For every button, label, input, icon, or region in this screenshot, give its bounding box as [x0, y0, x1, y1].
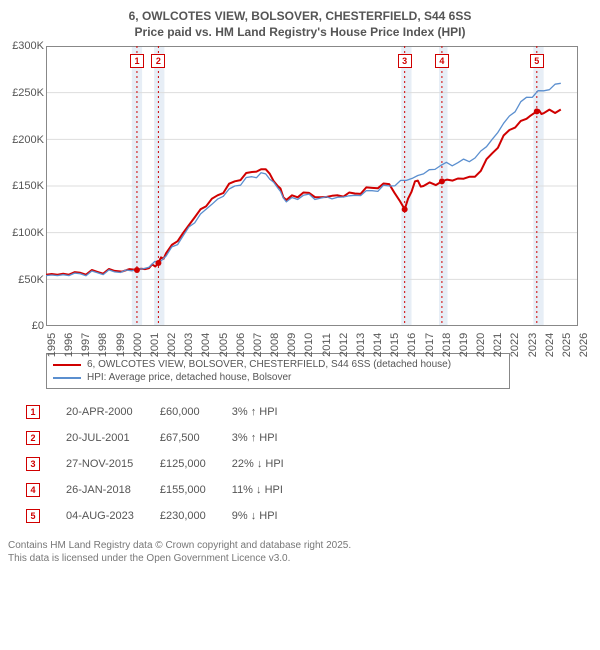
x-tick-label: 1996 — [63, 333, 75, 357]
sale-date: 26-JAN-2018 — [58, 477, 152, 503]
y-tick-label: £150K — [12, 180, 44, 192]
chart-title-line1: 6, OWLCOTES VIEW, BOLSOVER, CHESTERFIELD… — [8, 8, 592, 24]
sale-price: £155,000 — [152, 477, 224, 503]
sale-pct: 9% ↓ HPI — [224, 503, 302, 529]
x-tick-label: 2001 — [149, 333, 161, 357]
x-axis-labels: 1995199619971998199920002001200220032004… — [46, 323, 578, 353]
sales-table: 120-APR-2000£60,0003% ↑ HPI220-JUL-2001£… — [18, 399, 302, 529]
legend-swatch — [53, 364, 81, 366]
table-row: 1 20-APR-2000£60,0003% ↑ HPI — [18, 399, 302, 425]
footer-line2: This data is licensed under the Open Gov… — [8, 552, 592, 565]
x-tick-label: 2006 — [235, 333, 247, 357]
x-tick-label: 2018 — [441, 333, 453, 357]
y-tick-label: £300K — [12, 40, 44, 52]
sale-marker-cell: 5 — [18, 503, 58, 529]
x-tick-label: 2021 — [492, 333, 504, 357]
legend-swatch — [53, 377, 81, 378]
table-row: 3 27-NOV-2015£125,00022% ↓ HPI — [18, 451, 302, 477]
x-tick-label: 2005 — [218, 333, 230, 357]
plot-svg — [46, 46, 578, 326]
row-marker: 1 — [26, 405, 40, 419]
x-tick-label: 2015 — [389, 333, 401, 357]
x-tick-label: 1997 — [80, 333, 92, 357]
x-tick-label: 2013 — [355, 333, 367, 357]
x-tick-label: 2020 — [475, 333, 487, 357]
sale-marker: 5 — [530, 54, 544, 68]
sale-marker-cell: 3 — [18, 451, 58, 477]
x-tick-label: 2000 — [132, 333, 144, 357]
sale-marker: 2 — [151, 54, 165, 68]
y-tick-label: £100K — [12, 227, 44, 239]
row-marker: 2 — [26, 431, 40, 445]
chart-title-line2: Price paid vs. HM Land Registry's House … — [8, 24, 592, 40]
row-marker: 4 — [26, 483, 40, 497]
sale-date: 20-JUL-2001 — [58, 425, 152, 451]
sale-pct: 22% ↓ HPI — [224, 451, 302, 477]
x-tick-label: 2010 — [303, 333, 315, 357]
copyright-footer: Contains HM Land Registry data © Crown c… — [8, 539, 592, 565]
chart-title: 6, OWLCOTES VIEW, BOLSOVER, CHESTERFIELD… — [8, 8, 592, 40]
sale-pct: 11% ↓ HPI — [224, 477, 302, 503]
x-tick-label: 2003 — [183, 333, 195, 357]
x-tick-label: 1998 — [97, 333, 109, 357]
x-tick-label: 2023 — [527, 333, 539, 357]
legend-item: 6, OWLCOTES VIEW, BOLSOVER, CHESTERFIELD… — [53, 358, 503, 371]
y-tick-label: £200K — [12, 134, 44, 146]
sale-price: £67,500 — [152, 425, 224, 451]
legend-item: HPI: Average price, detached house, Bols… — [53, 371, 503, 384]
sale-marker-cell: 1 — [18, 399, 58, 425]
x-tick-label: 2016 — [406, 333, 418, 357]
table-row: 5 04-AUG-2023£230,0009% ↓ HPI — [18, 503, 302, 529]
y-tick-label: £250K — [12, 87, 44, 99]
y-axis-labels: £0£50K£100K£150K£200K£250K£300K — [8, 46, 46, 326]
y-tick-label: £0 — [32, 320, 44, 332]
table-row: 2 20-JUL-2001£67,5003% ↑ HPI — [18, 425, 302, 451]
y-tick-label: £50K — [18, 274, 44, 286]
x-tick-label: 2024 — [544, 333, 556, 357]
chart-area: £0£50K£100K£150K£200K£250K£300K 19951996… — [8, 46, 578, 351]
x-tick-label: 2007 — [252, 333, 264, 357]
sale-pct: 3% ↑ HPI — [224, 399, 302, 425]
legend-label: HPI: Average price, detached house, Bols… — [87, 372, 291, 383]
x-tick-label: 2004 — [200, 333, 212, 357]
x-tick-label: 2026 — [578, 333, 590, 357]
sale-marker-cell: 2 — [18, 425, 58, 451]
sale-price: £60,000 — [152, 399, 224, 425]
x-tick-label: 1999 — [115, 333, 127, 357]
x-tick-label: 2019 — [458, 333, 470, 357]
x-tick-label: 2008 — [269, 333, 281, 357]
legend: 6, OWLCOTES VIEW, BOLSOVER, CHESTERFIELD… — [46, 353, 510, 389]
legend-label: 6, OWLCOTES VIEW, BOLSOVER, CHESTERFIELD… — [87, 359, 451, 370]
x-tick-label: 2014 — [372, 333, 384, 357]
sale-date: 27-NOV-2015 — [58, 451, 152, 477]
sale-price: £230,000 — [152, 503, 224, 529]
sale-marker: 4 — [435, 54, 449, 68]
table-row: 4 26-JAN-2018£155,00011% ↓ HPI — [18, 477, 302, 503]
sale-marker-cell: 4 — [18, 477, 58, 503]
x-tick-label: 2002 — [166, 333, 178, 357]
row-marker: 5 — [26, 509, 40, 523]
x-tick-label: 2025 — [561, 333, 573, 357]
row-marker: 3 — [26, 457, 40, 471]
x-tick-label: 2017 — [424, 333, 436, 357]
x-tick-label: 2009 — [286, 333, 298, 357]
x-tick-label: 2012 — [338, 333, 350, 357]
x-tick-label: 2022 — [509, 333, 521, 357]
sale-marker: 3 — [398, 54, 412, 68]
footer-line1: Contains HM Land Registry data © Crown c… — [8, 539, 592, 552]
sale-marker: 1 — [130, 54, 144, 68]
sale-pct: 3% ↑ HPI — [224, 425, 302, 451]
sale-date: 20-APR-2000 — [58, 399, 152, 425]
x-tick-label: 2011 — [321, 334, 333, 358]
sale-price: £125,000 — [152, 451, 224, 477]
sale-date: 04-AUG-2023 — [58, 503, 152, 529]
x-tick-label: 1995 — [46, 333, 58, 357]
